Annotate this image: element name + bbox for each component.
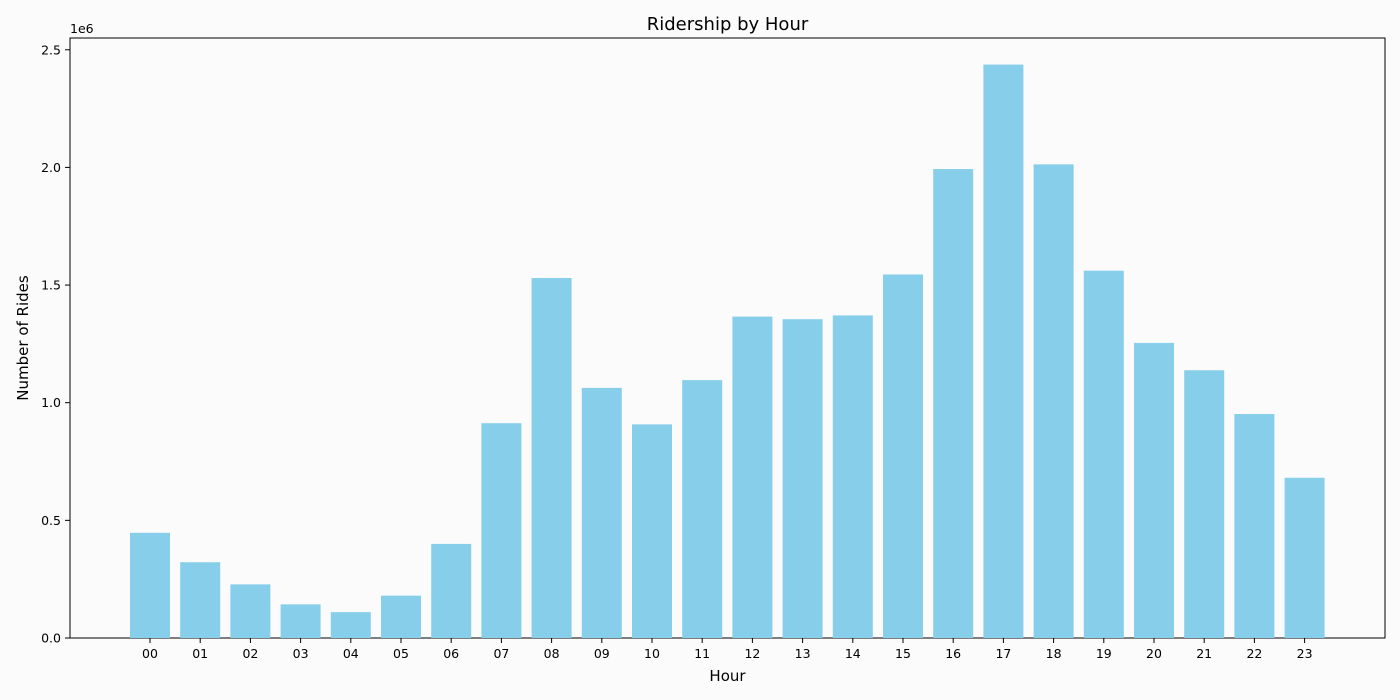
bar-17 [983, 64, 1024, 638]
x-tick-label: 17 [995, 646, 1011, 661]
chart-title: Ridership by Hour [647, 14, 809, 35]
x-tick-label: 12 [744, 646, 760, 661]
bar-11 [682, 380, 723, 638]
x-tick-label: 16 [945, 646, 961, 661]
x-tick-label: 21 [1196, 646, 1212, 661]
bar-04 [330, 612, 371, 638]
y-tick-label: 1.0 [41, 395, 61, 410]
bar-02 [230, 584, 271, 638]
bar-06 [431, 543, 472, 638]
x-tick-label: 19 [1096, 646, 1112, 661]
y-tick-label: 2.0 [41, 160, 61, 175]
x-tick-label: 20 [1146, 646, 1162, 661]
x-tick-label: 22 [1246, 646, 1262, 661]
x-tick-label: 18 [1046, 646, 1062, 661]
bar-18 [1033, 164, 1074, 638]
bar-19 [1083, 270, 1124, 638]
bar-05 [381, 595, 421, 638]
x-tick-label: 07 [493, 646, 509, 661]
x-tick-label: 01 [192, 646, 208, 661]
y-tick-label: 0.5 [41, 513, 61, 528]
x-tick-label: 08 [544, 646, 560, 661]
bar-14 [832, 315, 873, 638]
bar-16 [933, 169, 974, 638]
bar-08 [531, 278, 572, 638]
bar-20 [1134, 342, 1174, 638]
x-axis-ticks: 00 01 02 03 04 05 06 07 08 09 10 11 12 13 14 15 16 17 18 19… [142, 638, 1313, 661]
x-tick-label: 06 [443, 646, 459, 661]
bar-10 [632, 424, 672, 638]
y-axis-ticks: 0.0 0.5 1.0 1.5 2.0 2.5 [41, 42, 70, 646]
bar-15 [883, 274, 923, 638]
bar-07 [481, 423, 522, 638]
x-tick-label: 04 [343, 646, 359, 661]
x-tick-label: 00 [142, 646, 158, 661]
bar-22 [1234, 414, 1275, 638]
x-axis-label: Hour [709, 667, 746, 685]
x-tick-label: 05 [393, 646, 409, 661]
bar-00 [130, 532, 170, 638]
bar-23 [1284, 477, 1325, 638]
bar-09 [581, 387, 622, 638]
y-axis-label: Number of Rides [14, 275, 32, 401]
x-tick-label: 15 [895, 646, 911, 661]
y-tick-label: 2.5 [41, 42, 61, 57]
x-tick-label: 13 [795, 646, 811, 661]
x-tick-label: 03 [293, 646, 309, 661]
x-tick-label: 10 [644, 646, 660, 661]
x-tick-label: 09 [594, 646, 610, 661]
x-tick-label: 23 [1297, 646, 1313, 661]
x-tick-label: 14 [845, 646, 861, 661]
x-tick-label: 02 [242, 646, 258, 661]
y-axis-offset-label: 1e6 [70, 21, 94, 36]
bar-03 [280, 604, 321, 638]
bar-01 [180, 562, 221, 638]
bar-13 [782, 319, 823, 638]
bar-21 [1184, 370, 1225, 638]
plot-area-frame [69, 37, 1386, 639]
y-tick-label: 1.5 [41, 278, 61, 293]
x-tick-label: 11 [694, 646, 710, 661]
y-tick-label: 0.0 [41, 631, 61, 646]
bars-group [130, 64, 1325, 638]
bar-12 [732, 316, 773, 638]
